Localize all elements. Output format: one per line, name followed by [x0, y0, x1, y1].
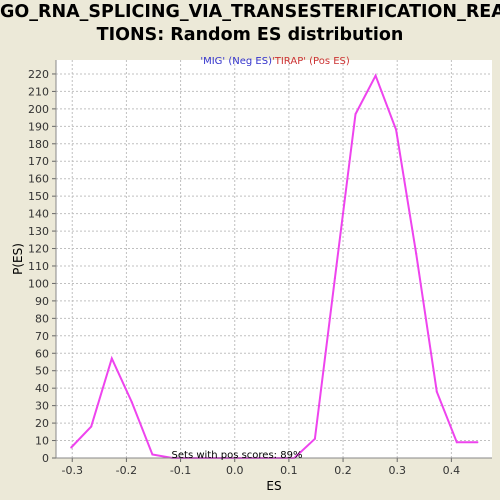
- legend-neg-es: 'MIG' (Neg ES): [200, 56, 272, 67]
- axes-layer: 0 10 20 30 40 50 60 70 80 90 100 110 120 130 140 150 160…: [28, 60, 492, 477]
- y-tick-label: 30: [35, 400, 49, 413]
- data-point: [333, 277, 336, 280]
- data-point: [70, 446, 73, 449]
- data-point: [435, 390, 438, 393]
- x-tick-label: 0.0: [226, 464, 244, 477]
- data-point: [395, 128, 398, 131]
- y-tick-label: 120: [28, 243, 49, 256]
- y-tick-label: 210: [28, 85, 49, 98]
- y-tick-label: 220: [28, 68, 49, 81]
- y-tick-label: 160: [28, 173, 49, 186]
- x-tick-label: 0.2: [334, 464, 352, 477]
- x-axis-label: ES: [266, 479, 281, 493]
- y-tick-label: 40: [35, 382, 49, 395]
- data-point: [455, 441, 458, 444]
- legend-pos-es: 'TIRAP' (Pos ES): [272, 56, 350, 67]
- chart-title: GO_RNA_SPLICING_VIA_TRANSESTERIFICATION_…: [0, 1, 500, 47]
- y-tick-label: 80: [35, 312, 49, 325]
- y-tick-label: 100: [28, 277, 49, 290]
- data-point: [354, 113, 357, 116]
- y-tick-label: 170: [28, 155, 49, 168]
- y-tick-label: 110: [28, 260, 49, 273]
- pos-scores-annotation: Sets with pos scores: 89%: [172, 450, 303, 461]
- y-tick-label: 130: [28, 225, 49, 238]
- data-point: [374, 74, 377, 77]
- y-axis-label: P(ES): [11, 243, 25, 275]
- x-tick-label: 0.4: [443, 464, 461, 477]
- data-point: [110, 357, 113, 360]
- data-point: [130, 401, 133, 404]
- data-point: [151, 453, 154, 456]
- y-tick-label: 60: [35, 347, 49, 360]
- y-tick-label: 70: [35, 330, 49, 343]
- legend: 'MIG' (Neg ES) 'TIRAP' (Pos ES): [200, 56, 350, 67]
- y-tick-label: 180: [28, 138, 49, 151]
- y-tick-label: 150: [28, 190, 49, 203]
- chart-title-line-2: TIONS: Random ES distribution: [96, 25, 404, 45]
- x-tick-label: -0.1: [170, 464, 191, 477]
- y-tick-label: 50: [35, 365, 49, 378]
- plot-area: [56, 60, 492, 458]
- x-tick-label: -0.3: [62, 464, 83, 477]
- chart-title-line-1: GO_RNA_SPLICING_VIA_TRANSESTERIFICATION_…: [0, 2, 500, 22]
- data-point: [415, 252, 418, 255]
- y-tick-label: 140: [28, 208, 49, 221]
- y-tick-label: 20: [35, 417, 49, 430]
- y-tick-label: 190: [28, 120, 49, 133]
- data-point: [476, 441, 479, 444]
- grid-layer: [56, 60, 492, 459]
- x-tick-label: -0.2: [116, 464, 137, 477]
- data-point: [313, 437, 316, 440]
- x-tick-label: 0.3: [388, 464, 406, 477]
- y-tick-label: 90: [35, 295, 49, 308]
- y-tick-label: 10: [35, 435, 49, 448]
- data-point: [90, 425, 93, 428]
- y-tick-label: 200: [28, 103, 49, 116]
- y-tick-label: 0: [42, 452, 49, 465]
- x-tick-label: 0.1: [280, 464, 298, 477]
